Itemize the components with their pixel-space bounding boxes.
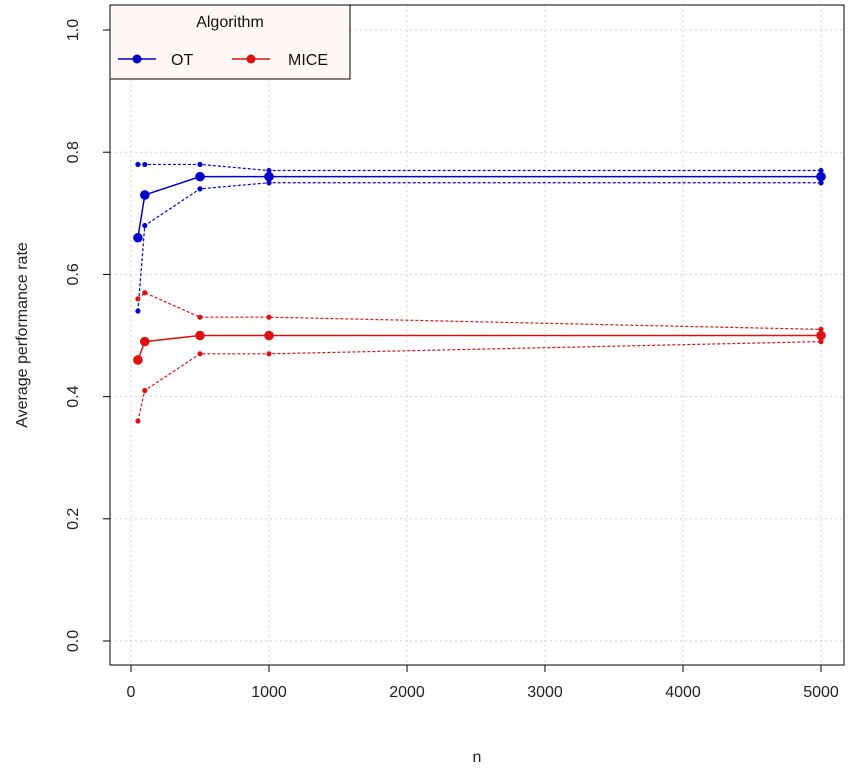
series-mice-mean-point [816, 330, 826, 341]
series-ot-mean-point [133, 232, 143, 243]
plot-frame [109, 4, 845, 666]
y-tick-label: 0.2 [65, 508, 82, 530]
legend-marker-mice [246, 54, 256, 64]
series-mice-mean-point [133, 355, 143, 365]
x-axis-title: n [473, 749, 482, 766]
legend-title: Algorithm [196, 14, 264, 31]
series-ot-lower-point [197, 186, 203, 192]
series-mice-mean-point [195, 330, 205, 341]
legend-box [109, 4, 351, 80]
legend-marker-ot [132, 54, 142, 64]
series-ot-lower-point [142, 222, 148, 229]
series-mice-upper-point [142, 290, 148, 296]
series-mice-lower-point [266, 351, 272, 357]
series-mice-upper-point [818, 326, 824, 332]
legend-label-ot: OT [171, 52, 193, 69]
x-tick-label: 5000 [803, 684, 839, 701]
x-tick-label: 2000 [389, 684, 425, 701]
series-ot-upper-point [135, 161, 141, 168]
x-tick-label: 1000 [251, 684, 287, 701]
y-tick-label: 0.8 [65, 141, 82, 163]
series-ot-mean-point [140, 190, 150, 200]
y-tick-label: 0.6 [65, 263, 82, 285]
series-ot-mean-point [195, 171, 205, 182]
series-ot-mean-point [816, 171, 826, 182]
series-mice-lower-point [197, 351, 203, 357]
series-mice-lower-point [135, 418, 141, 424]
series-ot-lower-line [137, 182, 821, 312]
legend-label-mice: MICE [288, 52, 328, 69]
series-mice-upper-point [197, 314, 203, 320]
series-layer [133, 161, 826, 424]
series-ot-upper-line [137, 163, 821, 172]
series-mice-lower-point [818, 339, 824, 345]
series-mice-upper-point [135, 296, 141, 302]
series-ot-lower-point [818, 180, 824, 186]
series-mice-upper-line [137, 292, 822, 330]
x-tick-label: 4000 [665, 684, 701, 701]
series-mice-lower-point [142, 387, 148, 394]
y-tick-label: 0.4 [65, 385, 82, 407]
x-tick-label: 0 [127, 684, 136, 701]
axes: 0 1000 2000 3000 4000 5000 0.0 0.2 0.4 0.6 0.8 1.0 [65, 19, 839, 701]
series-ot-upper-point [142, 161, 148, 168]
series-ot-lower-point [266, 180, 272, 186]
series-mice-mean-line [137, 334, 821, 361]
series-ot-upper-point [266, 167, 272, 174]
series-ot-upper-point [197, 161, 203, 168]
series-mice-mean-point [264, 330, 274, 341]
series-ot-lower-point [135, 308, 141, 314]
series-ot-mean-point [264, 171, 274, 182]
y-tick-label: 0.0 [65, 630, 82, 652]
series-mice-mean-point [140, 336, 150, 347]
y-tick-label: 1.0 [65, 19, 82, 41]
series-ot-upper-point [818, 167, 824, 174]
y-axis-title: Average performance rate [14, 242, 31, 428]
series-mice-upper-point [266, 314, 272, 320]
legend: Algorithm OT MICE [109, 4, 351, 80]
series-mice-lower-line [137, 341, 822, 422]
x-tick-label: 3000 [527, 684, 563, 701]
